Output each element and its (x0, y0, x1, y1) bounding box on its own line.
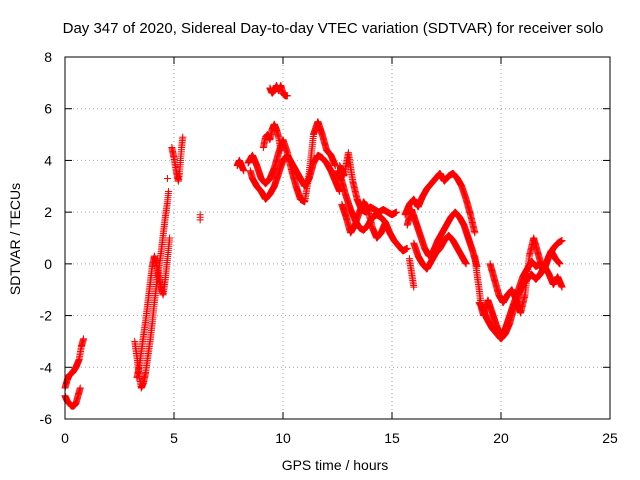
y-tick-label: -6 (40, 411, 53, 427)
x-tick-label: 20 (493, 430, 509, 446)
x-axis-label: GPS time / hours (282, 457, 389, 473)
data-point (403, 244, 411, 252)
y-tick-label: 8 (44, 49, 52, 65)
y-tick-label: -4 (40, 359, 53, 375)
x-tick-label: 15 (384, 430, 400, 446)
data-point (410, 283, 418, 291)
data-point (381, 218, 389, 226)
chart-title: Day 347 of 2020, Sidereal Day-to-day VTE… (63, 20, 604, 37)
data-point (165, 187, 173, 195)
data-point (80, 335, 88, 343)
data-point (76, 384, 84, 392)
data-point (283, 92, 291, 100)
x-tick-label: 0 (61, 430, 69, 446)
y-tick-label: 2 (44, 204, 52, 220)
grid (65, 57, 610, 419)
data-point (179, 133, 187, 141)
x-tick-label: 5 (170, 430, 178, 446)
data-point (471, 229, 479, 237)
y-tick-label: 6 (44, 101, 52, 117)
y-tick-label: -2 (40, 308, 53, 324)
y-tick-label: 0 (44, 256, 52, 272)
data-point (166, 234, 174, 242)
data-point (277, 146, 285, 154)
x-tick-label: 25 (602, 430, 618, 446)
y-tick-label: 4 (44, 152, 52, 168)
x-tick-label: 10 (275, 430, 291, 446)
data-point (196, 216, 204, 224)
data-point (240, 167, 248, 175)
data-point (392, 208, 400, 216)
data-points (61, 81, 566, 410)
y-axis-label: SDTVAR / TECUs (7, 183, 23, 295)
data-point (163, 175, 171, 183)
